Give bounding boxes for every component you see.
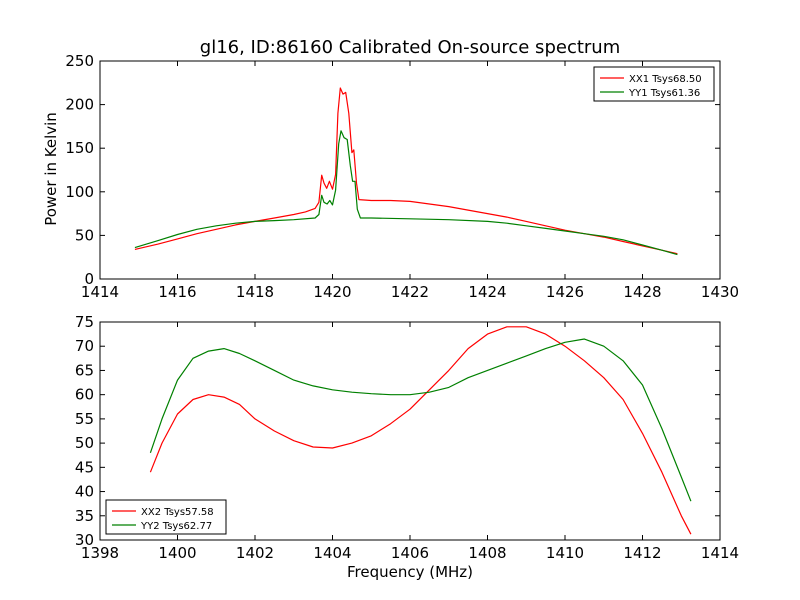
chart-title: gl16, ID:86160 Calibrated On-source spec… — [200, 37, 620, 58]
bottom-x-tick-label: 1398 — [81, 544, 119, 562]
bottom-y-tick-label: 70 — [75, 337, 94, 355]
top-legend: XX1 Tsys68.50 YY1 Tsys61.36 — [593, 66, 715, 102]
bottom-series-line-1 — [149, 326, 692, 535]
bottom-series-line-2 — [149, 338, 692, 502]
top-legend-label-1: XX1 Tsys68.50 — [629, 74, 702, 85]
bottom-x-axis-label: Frequency (MHz) — [347, 563, 473, 581]
top-x-tick-label: 1418 — [236, 283, 274, 301]
bottom-y-tick-label: 30 — [75, 531, 94, 549]
bottom-legend-label-2: YY2 Tsys62.77 — [140, 521, 212, 532]
bottom-panel: 1398 1400 1402 1404 1406 1408 1410 1412 1414 30 35… — [75, 313, 739, 562]
top-y-tick-label: 0 — [84, 270, 94, 288]
top-y-tick-label: 200 — [65, 96, 94, 114]
bottom-x-tick-label: 1408 — [468, 544, 506, 562]
bottom-x-tick-label: 1402 — [236, 544, 274, 562]
top-y-tick-label: 150 — [65, 139, 94, 157]
top-x-tick-label: 1426 — [546, 283, 584, 301]
bottom-y-tick-label: 50 — [75, 434, 94, 452]
top-legend-label-2: YY1 Tsys61.36 — [628, 88, 700, 99]
bottom-y-tick-label: 40 — [75, 483, 94, 501]
top-y-axis-label: Power in Kelvin — [42, 112, 60, 226]
top-x-tick-label: 1416 — [158, 283, 196, 301]
top-x-tick-label: 1424 — [468, 283, 506, 301]
top-series-line-2 — [134, 130, 678, 256]
top-x-tick-label: 1430 — [701, 283, 739, 301]
bottom-y-tick-label: 60 — [75, 386, 94, 404]
top-panel: 1414 1416 1418 1420 1422 1424 1426 1428 1430 0 50 1… — [65, 52, 739, 301]
top-x-tick-label: 1428 — [623, 283, 661, 301]
top-x-tick-label: 1420 — [313, 283, 351, 301]
bottom-y-tick-label: 55 — [75, 410, 94, 428]
top-legend-box — [593, 66, 715, 102]
bottom-x-tick-label: 1414 — [701, 544, 739, 562]
top-series-line-1 — [134, 87, 678, 255]
bottom-x-tick-label: 1406 — [391, 544, 429, 562]
top-x-tick-label: 1414 — [81, 283, 119, 301]
bottom-legend-box — [105, 499, 227, 535]
top-y-tick-label: 250 — [65, 52, 94, 70]
top-y-tick-label: 100 — [65, 183, 94, 201]
bottom-legend-label-1: XX2 Tsys57.58 — [141, 507, 214, 518]
bottom-x-tick-label: 1404 — [313, 544, 351, 562]
top-x-tick-label: 1422 — [391, 283, 429, 301]
bottom-y-tick-label: 35 — [75, 507, 94, 525]
bottom-y-tick-label: 45 — [75, 458, 94, 476]
top-y-tick-label: 50 — [75, 226, 94, 244]
bottom-y-tick-label: 65 — [75, 361, 94, 379]
bottom-y-tick-label: 75 — [75, 313, 94, 331]
bottom-x-tick-label: 1410 — [546, 544, 584, 562]
bottom-x-tick-label: 1400 — [158, 544, 196, 562]
bottom-x-tick-label: 1412 — [623, 544, 661, 562]
bottom-legend: XX2 Tsys57.58 YY2 Tsys62.77 — [105, 499, 227, 535]
